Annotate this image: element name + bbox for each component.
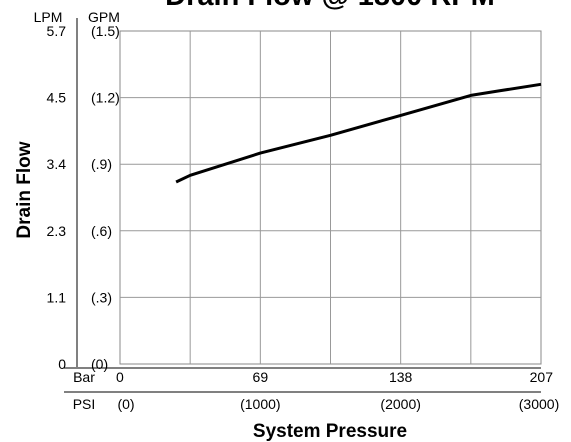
y-tick-label-gpm: (.9) xyxy=(91,156,112,172)
x-tick-label-psi: (2000) xyxy=(380,396,420,412)
plot-area xyxy=(175,82,542,184)
grid xyxy=(119,30,542,365)
x-ticks: 0 (0) 69 (1000) 138 (2000) 207 (3000) xyxy=(116,369,559,412)
x-unit-psi: PSI xyxy=(73,396,96,412)
x-axis-label: System Pressure xyxy=(253,421,407,442)
y-unit-lpm: LPM xyxy=(34,9,63,25)
y-tick-label-lpm: 0 xyxy=(58,356,66,372)
y-tick-label-lpm: 4.5 xyxy=(47,90,67,106)
x-tick-label-psi: (0) xyxy=(117,396,134,412)
x-tick-label-bar: 138 xyxy=(389,369,413,385)
x-tick-label-bar: 0 xyxy=(116,369,124,385)
x-tick-label-psi: (3000) xyxy=(519,396,559,412)
x-unit-bar: Bar xyxy=(73,369,95,385)
y-tick-label-lpm: 3.4 xyxy=(47,156,67,172)
series-line xyxy=(175,82,542,184)
x-tick-label-psi: (1000) xyxy=(240,396,280,412)
x-tick-label-bar: 207 xyxy=(530,369,554,385)
y-tick-label-gpm: (0) xyxy=(91,356,108,372)
y-tick-label-gpm: (.6) xyxy=(91,223,112,239)
chart-title: Drain Flow @ 1800 RPM xyxy=(165,0,495,12)
y-tick-label-gpm: (1.5) xyxy=(91,23,120,39)
y-tick-label-lpm: 1.1 xyxy=(47,289,67,305)
y-tick-label-lpm: 5.7 xyxy=(47,23,67,39)
x-tick-label-bar: 69 xyxy=(253,369,269,385)
y-tick-label-lpm: 2.3 xyxy=(47,223,67,239)
y-tick-label-gpm: (.3) xyxy=(91,289,112,305)
y-unit-gpm: GPM xyxy=(88,9,120,25)
y-axis-label: Drain Flow xyxy=(14,141,35,238)
y-tick-label-gpm: (1.2) xyxy=(91,90,120,106)
y-ticks: 0 (0) 1.1 (.3) 2.3 (.6) 3.4 (.9) 4.5 (1.2) 5.7 (1.5… xyxy=(47,23,120,372)
